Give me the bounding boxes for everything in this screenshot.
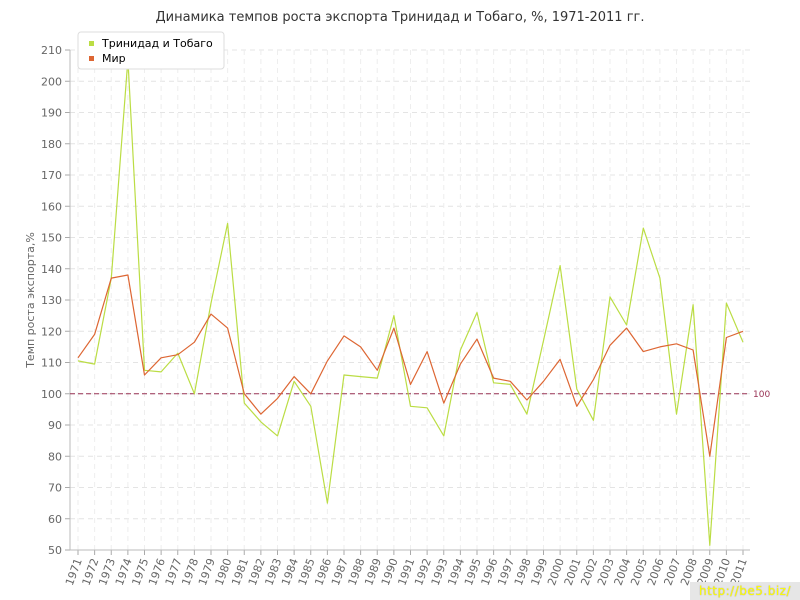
- grid: [70, 49, 750, 551]
- watermark: http://be5.biz/: [690, 582, 800, 600]
- legend-swatch-2: [89, 56, 94, 61]
- y-tick-label: 100: [41, 388, 62, 401]
- axes: [65, 49, 750, 555]
- y-tick-label: 110: [41, 357, 62, 370]
- legend-box: [77, 31, 225, 70]
- series-line-2: [77, 274, 744, 457]
- legend[interactable]: Тринидад и Тобаго Мир: [77, 31, 225, 70]
- series-line-1: [77, 58, 744, 546]
- y-tick-label: 200: [41, 75, 62, 88]
- y-axis-label: Темп роста экспорта,%: [24, 232, 37, 369]
- y-tick-label: 160: [41, 200, 62, 213]
- y-tick-label: 180: [41, 138, 62, 151]
- y-tick-label: 150: [41, 232, 62, 245]
- x-tick-labels: 1971197219731974197519761977197819791980…: [63, 557, 750, 588]
- reference-line: 100: [70, 390, 770, 400]
- y-tick-label: 190: [41, 107, 62, 120]
- chart-title: Динамика темпов роста экспорта Тринидад …: [155, 10, 644, 25]
- legend-label-2: Мир: [102, 52, 126, 65]
- y-tick-label: 50: [48, 544, 62, 557]
- y-tick-label: 130: [41, 294, 62, 307]
- reference-line-label: 100: [753, 390, 770, 400]
- y-tick-label: 120: [41, 325, 62, 338]
- y-tick-label: 80: [48, 450, 62, 463]
- y-tick-label: 140: [41, 263, 62, 276]
- y-tick-label: 210: [41, 44, 62, 57]
- y-tick-labels: 50 60 70 80 90 100 110 120 130 140 150 160 170 180 190…: [41, 44, 62, 557]
- series-lines: [77, 58, 744, 546]
- legend-label-1: Тринидад и Тобаго: [101, 37, 213, 50]
- y-tick-label: 60: [48, 513, 62, 526]
- y-tick-label: 70: [48, 482, 62, 495]
- y-tick-label: 90: [48, 419, 62, 432]
- legend-swatch-1: [89, 41, 94, 46]
- y-tick-label: 170: [41, 169, 62, 182]
